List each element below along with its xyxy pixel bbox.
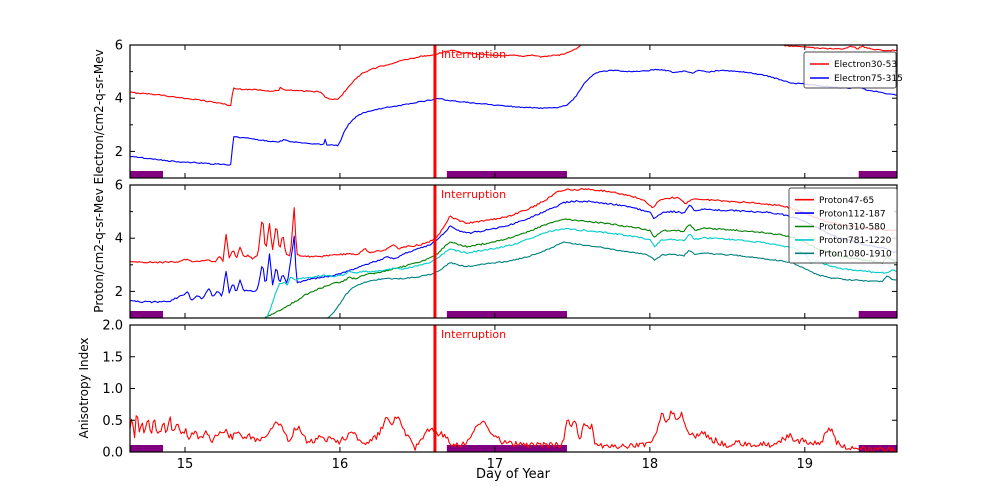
series-Proton112-187 [130,199,897,304]
y-tick-label: 2.0 [102,319,123,334]
panel-border [129,44,898,179]
y-tick-label: 0.5 [102,414,123,429]
y-tick-label: 6 [115,179,123,194]
interruption-label: Interruption [441,328,506,341]
data-gap-bars [130,445,897,452]
x-axis-label: Day of Year [476,467,550,482]
legend-label: Electron30-53 [834,60,897,70]
legend-label: Proton47-65 [819,196,874,206]
y-axis-label-anisotropy: Anisotropy Index [77,337,91,439]
data-gap-bar [130,445,164,452]
y-tick-label: 2 [115,285,123,300]
y-tick-label: 2 [115,145,123,160]
panel-anisotropy: Interruption 0.0 0.5 1.0 1.5 2.0 15 16 17 18 19 [102,319,898,472]
y-tick-label: 1.5 [102,350,123,365]
data-gap-bar [130,311,164,318]
data-gap-bar [858,171,897,178]
series-Electron30-53 [130,45,897,107]
legend-label: Electron75-315 [834,74,903,84]
x-tick-label: 17 [487,457,504,472]
legend-label: Prton1080-1910 [819,250,892,260]
panel-electron-flux: Interruption 2 4 6 Electron30-53 Electron75-3… [115,39,903,179]
panel-border [129,324,898,453]
x-tick-label: 16 [332,457,349,472]
series-Electron75-315 [130,68,897,166]
legend-label: Proton112-187 [819,209,886,219]
series-anisotropy-index [130,410,897,452]
panel-border [129,184,898,319]
data-gap-bars [130,171,897,178]
series-Prton1080-1910 [326,241,897,318]
y-axis-label-flux: Proton/cm2-q-sr-Mev Electron/cm2-q-sr-Me… [92,49,106,313]
interruption-label: Interruption [441,48,506,61]
x-tick-label: 18 [642,457,659,472]
y-tick-label: 6 [115,39,123,54]
axis-ticks [130,324,897,453]
legend-label: Proton310-580 [819,223,886,233]
data-gap-bar [446,311,567,318]
panel-proton-flux: Interruption246Proton47-65Proton112-187P… [115,179,898,319]
y-tick-label: 4 [115,92,123,107]
x-tick-label: 19 [797,457,814,472]
data-gap-bar [130,171,164,178]
data-gap-bar [858,445,897,452]
legend-box [803,51,897,89]
y-tick-label: 0.0 [102,446,123,461]
interruption-label: Interruption [441,188,506,201]
data-gap-bars [130,311,897,318]
legend-box [788,187,898,264]
legend-label: Proton781-1220 [819,236,892,246]
data-gap-bar [858,311,897,318]
series-Proton47-65 [130,188,897,264]
y-tick-label: 1.0 [102,382,123,397]
axis-ticks [130,44,897,179]
y-tick-label: 4 [115,232,123,247]
legend: Proton47-65 Proton112-187 Proton310-580 Pro… [788,187,898,264]
data-gap-bar [446,171,567,178]
axis-ticks [130,184,897,319]
x-tick-label: 15 [177,457,194,472]
data-gap-bar [446,445,567,452]
legend: Electron30-53 Electron75-315 [803,51,903,89]
